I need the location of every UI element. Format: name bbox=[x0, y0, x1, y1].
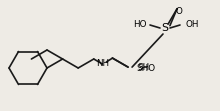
Text: O: O bbox=[176, 7, 182, 16]
Text: HO: HO bbox=[134, 20, 147, 29]
Text: SH: SH bbox=[137, 63, 149, 72]
Text: OH: OH bbox=[185, 20, 198, 29]
Text: NH: NH bbox=[96, 59, 109, 68]
Text: S: S bbox=[161, 23, 169, 33]
Text: SHO: SHO bbox=[136, 64, 155, 73]
